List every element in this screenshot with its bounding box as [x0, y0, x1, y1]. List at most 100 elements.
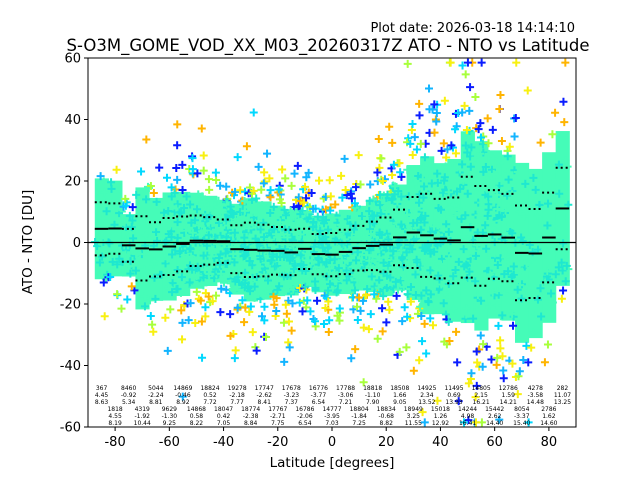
data-point	[306, 307, 315, 316]
x-tick-label: -40	[213, 435, 234, 450]
data-point	[463, 189, 472, 198]
data-point	[352, 183, 361, 192]
data-point	[240, 259, 249, 268]
bin-std-label: 12.92	[432, 420, 449, 427]
data-point	[270, 213, 279, 222]
data-point	[403, 312, 412, 321]
data-point	[398, 253, 407, 262]
bin-mean-label: -1.92	[134, 413, 150, 420]
data-point	[359, 323, 368, 332]
bin-mean-label: -3.37	[514, 413, 530, 420]
data-point	[349, 215, 358, 224]
data-point	[184, 316, 193, 325]
data-point	[430, 247, 439, 256]
data-point	[513, 390, 522, 399]
data-point	[496, 344, 505, 353]
data-point	[471, 418, 480, 427]
data-point	[465, 267, 474, 276]
bin-count-label: 14244	[458, 406, 477, 413]
data-point	[471, 251, 480, 260]
data-point	[412, 255, 421, 264]
data-point	[395, 347, 404, 356]
data-point	[150, 273, 159, 282]
bin-count-label: 5044	[148, 385, 163, 392]
data-point	[256, 225, 265, 234]
data-point	[162, 193, 171, 202]
data-point	[471, 92, 480, 101]
data-point	[444, 254, 453, 263]
data-point	[173, 141, 182, 150]
data-point	[473, 290, 482, 299]
data-point	[217, 269, 226, 278]
data-point	[310, 317, 319, 326]
data-point	[214, 245, 223, 254]
data-point	[389, 160, 398, 169]
data-point	[489, 169, 498, 178]
bin-mean-label: 1.59	[502, 392, 516, 399]
data-point	[375, 163, 384, 172]
y-axis-label: ATO - NTO [DU]	[20, 190, 36, 295]
data-point	[479, 167, 488, 176]
data-point	[394, 285, 403, 294]
data-point	[487, 165, 496, 174]
data-point	[142, 267, 151, 276]
data-point	[314, 240, 323, 249]
data-point	[188, 154, 197, 163]
bin-count-label: 4319	[135, 406, 150, 413]
data-point	[194, 221, 203, 230]
data-point	[245, 287, 254, 296]
data-point	[146, 182, 155, 191]
data-point	[504, 234, 513, 243]
data-point	[231, 346, 240, 355]
data-point	[452, 187, 461, 196]
data-point	[393, 197, 402, 206]
data-point	[391, 213, 400, 222]
data-point	[261, 245, 270, 254]
data-point	[117, 304, 126, 313]
data-point	[252, 346, 261, 355]
data-point	[132, 190, 141, 199]
data-point	[478, 269, 487, 278]
data-point	[482, 244, 491, 253]
data-point	[543, 267, 552, 276]
data-point	[155, 163, 164, 172]
data-point	[350, 271, 359, 280]
data-point	[238, 296, 247, 305]
data-point	[350, 199, 359, 208]
data-point	[551, 108, 560, 117]
y-tick-label: 40	[64, 113, 81, 128]
data-point	[379, 292, 388, 301]
data-point	[493, 353, 502, 362]
data-point	[507, 248, 516, 257]
data-point	[491, 159, 500, 168]
data-point	[481, 163, 490, 172]
bin-mean-label: -3.58	[528, 392, 544, 399]
data-point	[536, 284, 545, 293]
data-point	[482, 290, 491, 299]
data-point	[262, 333, 271, 342]
data-point	[519, 178, 528, 187]
data-point	[456, 165, 465, 174]
data-point	[161, 259, 170, 268]
data-point	[548, 298, 557, 307]
data-point	[554, 160, 563, 169]
data-point	[250, 208, 259, 217]
data-point	[247, 276, 256, 285]
data-point	[540, 358, 549, 367]
data-point	[260, 316, 269, 325]
data-point	[440, 176, 449, 185]
data-point	[474, 125, 483, 134]
data-point	[514, 372, 523, 381]
data-point	[178, 335, 187, 344]
data-point	[508, 309, 517, 318]
data-point	[408, 151, 417, 160]
data-point	[440, 288, 449, 297]
data-point	[460, 262, 469, 271]
bin-count-label: 1818	[107, 406, 122, 413]
bin-mean-label: -1.30	[162, 413, 178, 420]
data-point	[554, 263, 563, 272]
data-point	[416, 139, 425, 148]
data-point	[283, 233, 292, 242]
data-point	[544, 199, 553, 208]
data-point	[410, 133, 419, 142]
